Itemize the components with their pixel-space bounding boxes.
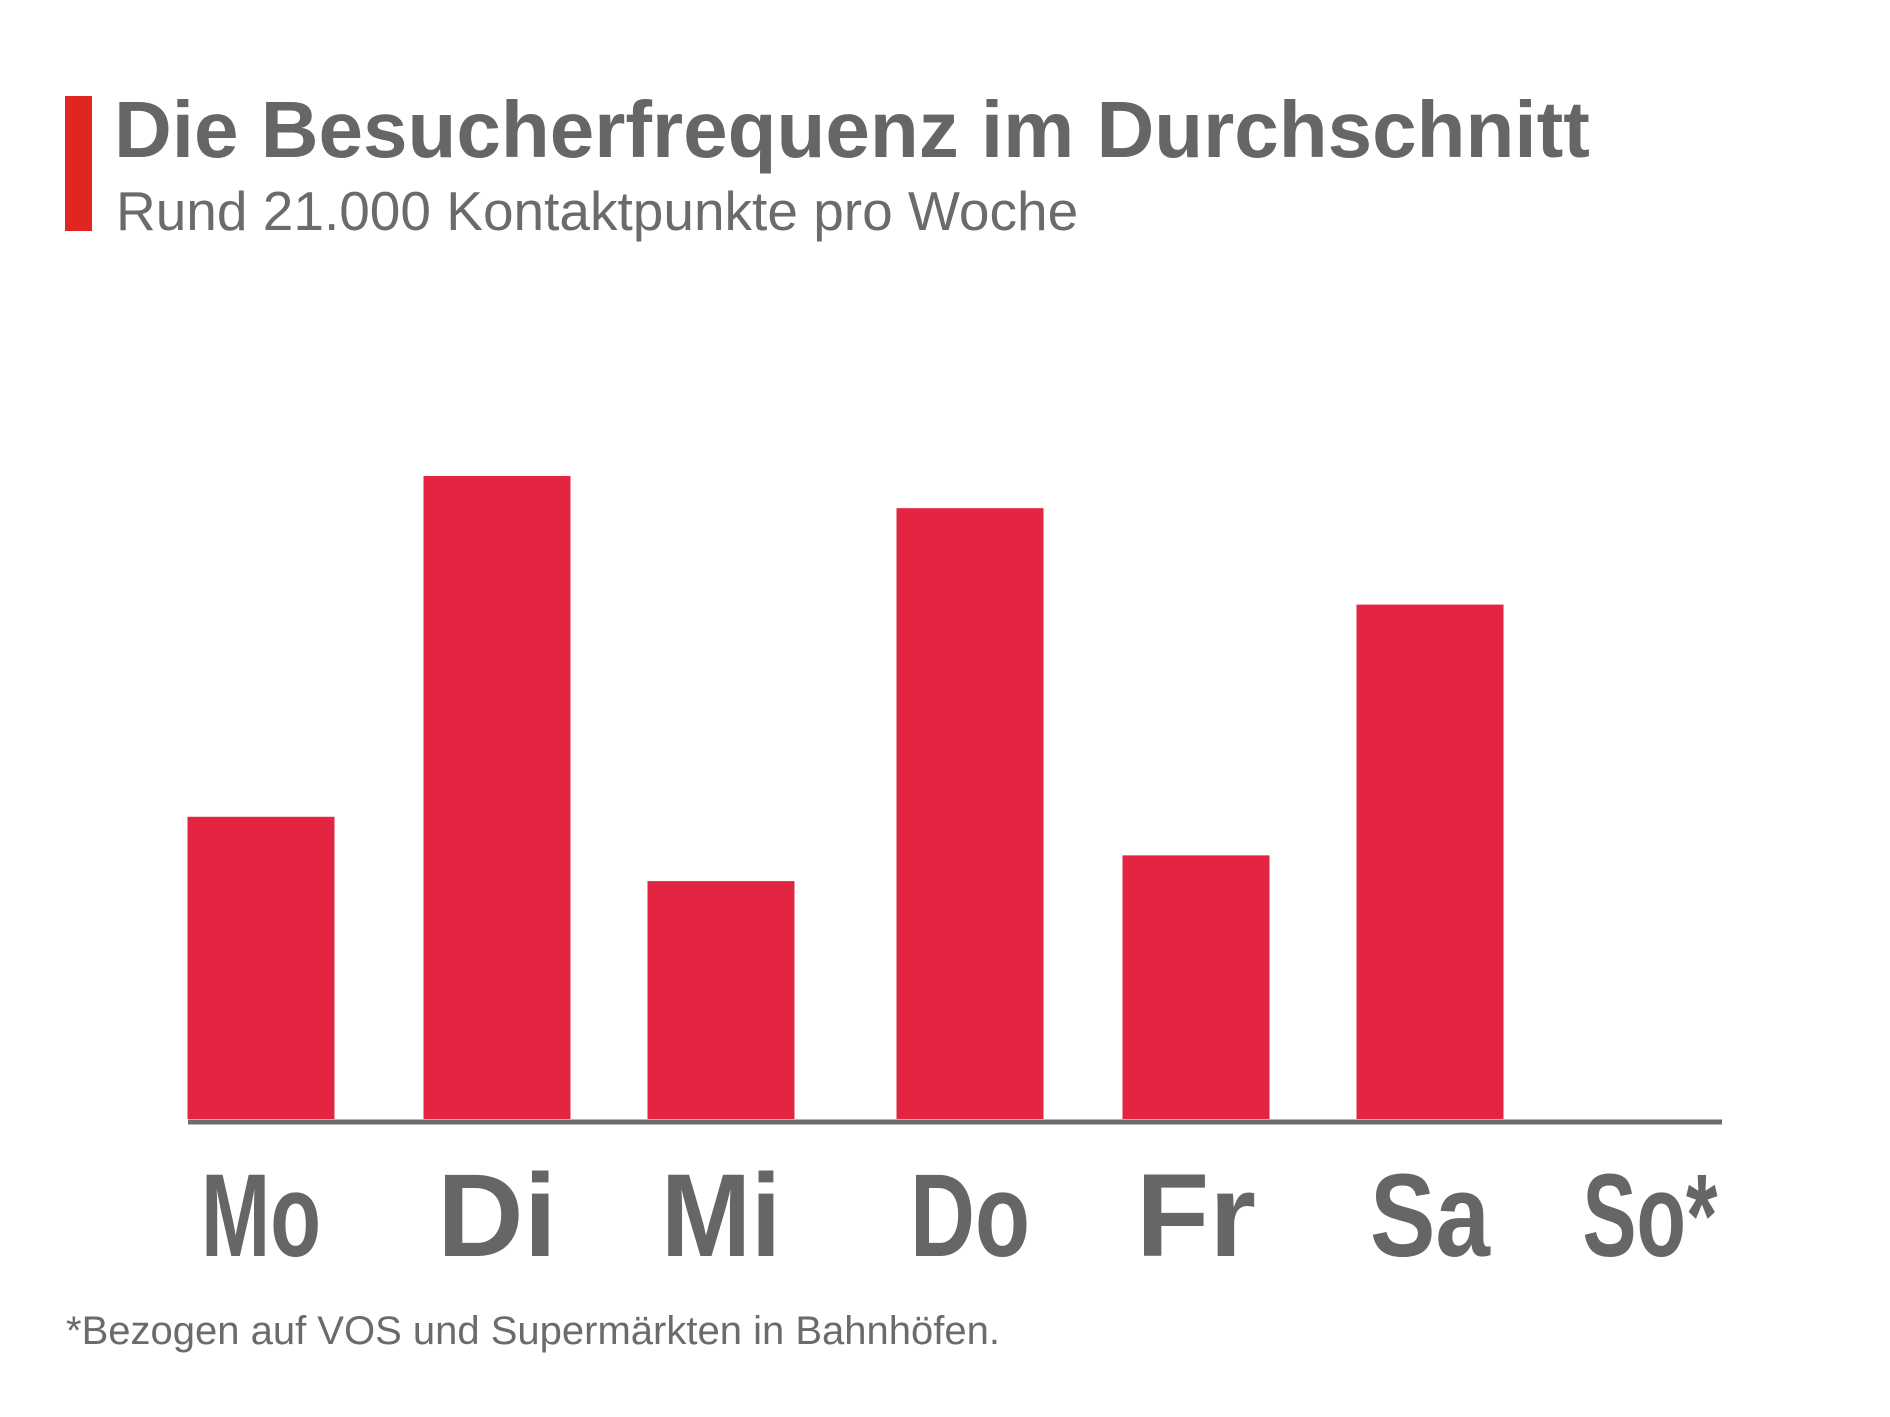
x-tick-label-so: So* [1583,1150,1718,1282]
x-tick-label-fr: Fr [1136,1150,1256,1282]
x-tick-label-di: Di [437,1150,557,1282]
x-tick-label-sa: Sa [1370,1150,1491,1282]
bar-do [896,508,1044,1119]
bar-fr [1122,855,1270,1119]
x-tick-labels: Mo Di Mi Do Fr Sa So* [201,1150,1718,1282]
bar-mo [187,816,335,1119]
x-tick-label-do: Do [910,1150,1030,1282]
bars-group [187,476,1504,1119]
footnote: *Bezogen auf VOS und Supermärkten in Bah… [66,1309,1000,1353]
chart-subtitle: Rund 21.000 Kontaktpunkte pro Woche [116,180,1079,242]
bar-sa [1356,604,1504,1119]
title-accent-bar [65,96,92,231]
chart-title: Die Besucherfrequenz im Durchschnitt [114,85,1590,174]
bar-mi [647,881,795,1119]
bar-di [423,476,571,1119]
x-tick-label-mo: Mo [201,1150,321,1282]
x-tick-label-mi: Mi [661,1150,781,1282]
